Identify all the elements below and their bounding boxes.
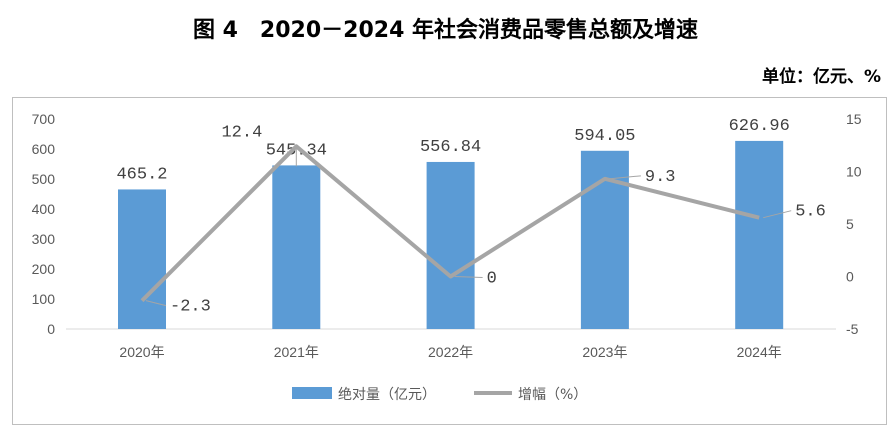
leader-line — [608, 175, 641, 180]
unit-label: 单位：亿元、% — [761, 67, 881, 87]
leader-line — [145, 300, 167, 307]
legend-line-label: 增幅（%） — [518, 387, 587, 403]
bar-data-label: 626.96 — [729, 117, 790, 136]
line-data-label: 9.3 — [645, 168, 676, 187]
line-data-label: 0 — [487, 270, 497, 289]
right-axis-tick: 0 — [846, 269, 854, 285]
line-data-label: 5.6 — [795, 203, 826, 222]
bar-data-label: 594.05 — [574, 127, 635, 146]
left-axis-tick: 500 — [32, 171, 56, 187]
right-axis-tick: 15 — [846, 111, 862, 127]
bar-data-label: 556.84 — [420, 138, 481, 157]
x-axis-tick: 2020年 — [119, 344, 164, 360]
left-axis-tick: 700 — [32, 111, 56, 127]
growth-line — [140, 144, 760, 303]
left-axis-tick: 400 — [32, 201, 56, 217]
bar — [735, 140, 784, 329]
chart-area — [12, 97, 887, 425]
left-axis-tick: 0 — [47, 321, 55, 337]
left-axis-tick: 200 — [32, 261, 56, 277]
right-axis-tick: 5 — [846, 216, 854, 232]
x-axis-tick: 2021年 — [274, 344, 319, 360]
legend-bar-swatch — [292, 387, 332, 399]
left-axis-tick: 300 — [32, 231, 56, 247]
bar-data-label: 465.2 — [116, 165, 167, 184]
right-axis-tick: 10 — [846, 164, 862, 180]
line-data-label: 12.4 — [221, 123, 262, 142]
x-axis-tick: 2022年 — [428, 344, 473, 360]
chart-title: 图 4 2020－2024 年社会消费品零售总额及增速 — [192, 18, 699, 43]
bar — [426, 161, 475, 329]
left-axis-tick: 100 — [32, 291, 56, 307]
right-axis-tick: -5 — [846, 321, 859, 337]
bar — [272, 165, 321, 329]
x-axis-tick: 2024年 — [737, 344, 782, 360]
legend-bar-label: 绝对量（亿元） — [338, 387, 436, 403]
bar — [118, 189, 166, 329]
line-data-label: -2.3 — [170, 298, 211, 317]
leader-line — [454, 276, 483, 278]
leader-line — [763, 210, 792, 219]
x-axis-tick: 2023年 — [582, 344, 627, 360]
left-axis-tick: 600 — [32, 141, 56, 157]
